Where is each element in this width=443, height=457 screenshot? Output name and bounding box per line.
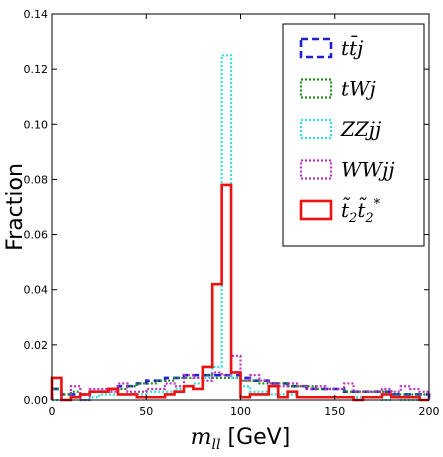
y-tick-label: 0.14 [24,8,49,21]
y-tick-label: 0.10 [24,118,49,131]
x-tick-label: 200 [419,405,440,418]
y-tick-label: 0.02 [24,339,49,352]
y-tick-label: 0.00 [24,394,49,407]
x-tick-label: 0 [49,405,56,418]
legend-label-1: tWj [341,77,376,101]
y-tick-label: 0.06 [24,229,49,242]
legend-label-0: tt̄j [341,35,363,60]
axes-layer: 0.00 0.02 0.04 0.06 0.08 0.10 0.12 0.14 0 50 100 15… [24,8,440,418]
x-label-variable: m [191,425,212,450]
legend-swatch-4 [299,199,333,221]
x-label-subscript: ll [212,437,221,453]
x-tick-label: 100 [230,405,251,418]
x-tick-label: 50 [139,405,153,418]
y-tick-label: 0.08 [24,173,49,186]
legend: tt̄j tWj ZZjj WWjj t̃2t̃2* [282,23,425,247]
legend-label-4: t̃2t̃2* [341,196,381,226]
y-tick-label: 0.04 [24,284,49,297]
legend-label-2: ZZjj [340,117,381,141]
legend-swatch-0 [299,37,333,59]
series-line-3 [50,354,431,402]
x-axis-label: mll [GeV] [191,425,291,453]
y-tick-label: 0.12 [24,63,49,76]
legend-label-3: WWjj [341,158,395,182]
legend-box [282,23,425,247]
x-tick-label: 150 [324,405,345,418]
x-label-unit: [GeV] [221,425,291,450]
y-axis-label: Fraction [3,163,28,251]
